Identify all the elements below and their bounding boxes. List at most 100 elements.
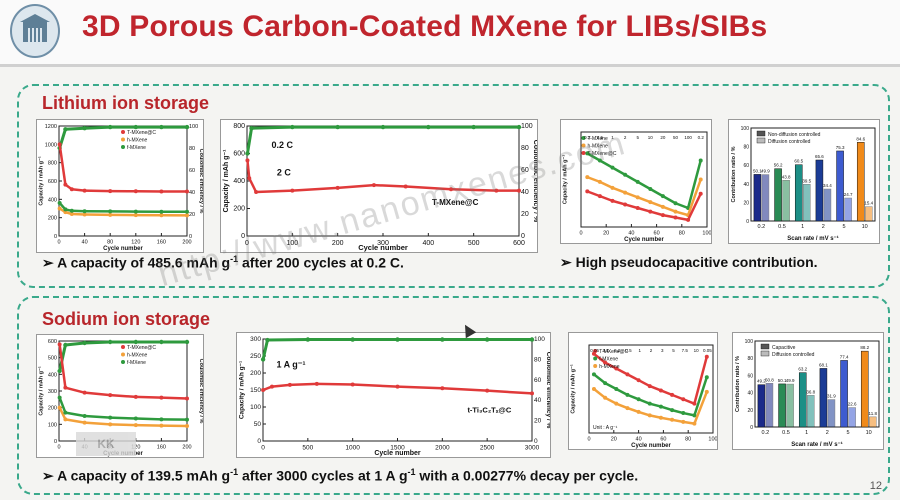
li-rate-point [660,194,665,199]
na-cycle-200-xtick-label: 200 [182,445,191,451]
li-cycle-600-point [449,187,453,192]
li-rate-rate-label: 100 [684,135,692,140]
li-rate-point [597,158,602,163]
na-rate-series-segment [615,367,629,376]
li-rate-point [585,175,590,180]
na-rate-legend-label: T-MXene@C [599,349,628,355]
title-divider [0,64,900,67]
li-rate-series-segment [586,190,601,198]
na-contribution-chart: 49.2 50.8 0.2 50.1 49.9 0.5 63.2 36.8 1 68.1 31.9 2… [732,332,884,450]
li-rate-rate-label: 1 [611,135,614,140]
li-rate-legend-marker [581,143,586,148]
li-cycle-600-ylabel: Capacity / mAh g⁻¹ [223,149,230,212]
li-cycle-200-y2tick-label: 0 [189,234,192,240]
na-cycle-200-series-segment [84,391,111,397]
li-cycle-600-ce-point [335,124,340,130]
na-cycle-200-point [57,395,62,400]
li-cycle-200-point [133,189,138,194]
li-cycle-200-point [108,212,113,217]
li-cycle-200-ce-point [159,124,164,130]
na-cycle-200-point [159,417,164,422]
na-cycle-3000-y2tick-label: 20 [534,418,542,425]
li-contribution-bar-primary [774,168,782,222]
na-rate-point [670,408,675,413]
li-contribution-bar-secondary [865,206,873,222]
na-rate-rate-label: 0.05 [590,348,599,353]
na-cycle-3000-chart: 0 500 1000 1500 2000 2500 3000 0 50 100 150 200 250 3… [236,332,551,458]
li-cycle-200-ce-point [82,126,87,131]
li-cycle-200-legend-marker [121,130,125,134]
li-contribution-bar-secondary [823,188,832,222]
li-cycle-600-point [247,176,252,181]
na-cycle-200-legend-marker [121,360,125,364]
na-cycle-3000-y2tick-label: 40 [534,397,542,404]
na-cycle-3000-ce-point [395,337,400,342]
li-cycle-200-point [82,209,87,214]
li-cycle-200-point [185,209,189,214]
li-contribution-value-label: 15.4 [864,201,873,206]
li-cycle-200-svg: 0 40 80 120 160 20002004006008001000120002040… [38,124,204,252]
li-cycle-200-ce-segment [65,126,85,131]
na-cycle-3000-xtick-label: 2500 [480,445,495,452]
li-cycle-600-series-segment [248,177,258,193]
na-rate-rate-label: 0.1 [603,348,610,353]
li-rate-point [698,158,703,163]
na-rate-legend-marker [593,356,598,361]
li-cycle-600-y2tick-label: 20 [521,211,529,218]
na-rate-point [658,415,663,420]
lithium-pseudocap-note: ➢ High pseudocapacitive contribution. [560,254,818,270]
li-rate-series-segment [686,179,702,216]
na-contribution-value-label: 22.6 [848,402,857,407]
na-cycle-200-point [108,415,113,420]
li-cycle-600-series-segment [337,183,375,190]
li-cycle-200-point [57,201,62,205]
li-rate-series-segment [686,160,702,209]
li-rate-xtick-label: 60 [654,231,660,237]
na-cycle-200-point [185,396,189,401]
na-contribution-value-label: 50.1 [778,378,787,383]
li-contribution-value-label: 84.6 [856,136,865,141]
na-rate-chart: 0 20 40 60 80 100 Cycle number Capacity / mAh g… [568,332,718,450]
li-cycle-600-ce-point [249,126,254,131]
na-cycle-200-ylabel: Capacity / mAh g⁻¹ [38,366,45,416]
na-rate-point [704,354,709,359]
li-contribution-bar-secondary [782,180,790,222]
li-rate-point [698,177,703,182]
li-cycle-600-annotation: 0.2 C [271,140,293,150]
na-cycle-200-series-segment [65,418,85,424]
li-cycle-200-point [108,189,113,194]
na-cycle-3000-point [530,391,534,396]
li-rate-rate-label: 0.2 [584,135,591,140]
li-cycle-200-series-segment [58,144,67,185]
na-rate-point [647,413,652,418]
na-cycle-3000-ytick-label: 0 [257,438,261,445]
na-contribution-xtick-label: 2 [826,430,829,436]
li-rate-point [660,213,665,218]
lithium-heading: Lithium ion storage [42,93,210,113]
na-contribution-value-label: 49.2 [757,379,766,384]
na-rate-point [670,392,675,397]
na-contribution-value-label: 68.1 [819,362,828,367]
li-rate-series-segment [649,187,664,198]
na-cycle-200-series-segment [110,393,136,399]
li-rate-point [648,187,653,191]
li-contribution-bar-secondary [761,174,770,222]
li-rate-point [648,200,653,205]
li-rate-series-segment [637,196,651,204]
li-contribution-xtick-label: 5 [842,224,845,230]
li-cycle-200-point [82,212,87,217]
li-contribution-svg: 50.1 49.9 0.2 56.2 43.8 0.5 60.5 39.5 1 65.6 34.4 2… [731,126,876,242]
li-cycle-600-ce-segment [245,127,254,154]
na-rate-point [658,404,663,409]
na-cycle-3000-ytick-label: 150 [250,387,261,394]
li-rate-chart: 0 20 40 60 80 100 Cycle number Capacity / mAh g… [560,119,712,244]
li-cycle-600-ytick-label: 800 [233,123,245,130]
na-rate-legend-marker [593,364,598,368]
na-rate-rate-label: 0.2 [614,348,621,353]
na-contribution-bar-primary [860,350,869,428]
li-contribution-bar-primary [856,142,865,222]
na-rate-point [591,372,596,377]
lithium-capacity-note: ➢ A capacity of 485.6 mAh g-1 after 200 … [42,254,404,271]
na-cycle-200-ytick-label: 600 [48,339,57,345]
li-rate-series-segment [611,166,626,176]
